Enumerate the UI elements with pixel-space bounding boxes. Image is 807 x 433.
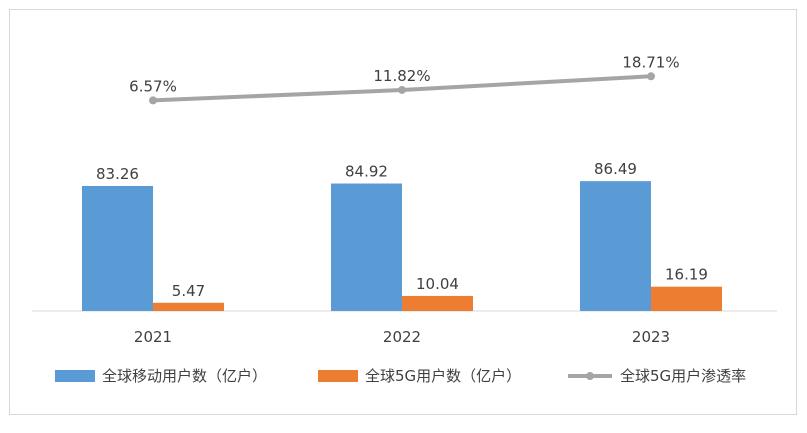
legend-label: 全球移动用户数（亿户） bbox=[102, 367, 267, 385]
bar-5g-users-2021 bbox=[153, 302, 224, 311]
x-tick-2021: 2021 bbox=[134, 328, 172, 346]
penetration-rate-point-2021 bbox=[149, 96, 157, 105]
bar-label-5g-users-2022: 10.04 bbox=[416, 275, 459, 293]
bars-layer bbox=[82, 181, 722, 311]
penetration-rate-point-2023 bbox=[647, 72, 655, 81]
bar-5g-users-2022 bbox=[402, 295, 473, 311]
bar-label-5g-users-2021: 5.47 bbox=[172, 282, 205, 300]
bar-label-mobile-users-2021: 83.26 bbox=[96, 165, 139, 183]
penetration-rate-point-2022 bbox=[398, 85, 406, 94]
legend-label: 全球5G用户渗透率 bbox=[620, 367, 746, 385]
x-tick-2023: 2023 bbox=[632, 328, 670, 346]
legend-item-mobile-users: 全球移动用户数（亿户） bbox=[55, 367, 267, 385]
legend-swatch bbox=[55, 370, 95, 382]
legend: 全球移动用户数（亿户） 全球5G用户数（亿户） 全球5G用户渗透率 bbox=[55, 367, 746, 385]
penetration-rate-label-2023: 18.71% bbox=[622, 53, 679, 71]
bar-mobile-users-2021 bbox=[82, 186, 153, 311]
x-tick-2022: 2022 bbox=[383, 328, 421, 346]
x-tick-labels: 2021 2022 2023 bbox=[134, 328, 670, 346]
bar-label-5g-users-2023: 16.19 bbox=[665, 266, 708, 284]
bar-mobile-users-2023 bbox=[580, 181, 651, 311]
legend-item-5g-users: 全球5G用户数（亿户） bbox=[318, 367, 521, 385]
data-labels-layer: 83.26 84.92 86.49 5.47 10.04 16.19 6.57% 11.82%… bbox=[96, 53, 708, 300]
bar-label-mobile-users-2022: 84.92 bbox=[345, 163, 388, 181]
penetration-rate-label-2022: 11.82% bbox=[373, 67, 430, 85]
line-layer bbox=[149, 72, 655, 105]
bar-mobile-users-2022 bbox=[331, 183, 402, 311]
legend-label: 全球5G用户数（亿户） bbox=[365, 367, 521, 385]
legend-swatch bbox=[318, 370, 358, 382]
penetration-rate-label-2021: 6.57% bbox=[129, 77, 177, 95]
legend-item-penetration-rate: 全球5G用户渗透率 bbox=[568, 367, 746, 385]
bar-label-mobile-users-2023: 86.49 bbox=[594, 160, 637, 178]
bar-5g-users-2023 bbox=[651, 286, 722, 311]
legend-marker bbox=[586, 372, 594, 380]
